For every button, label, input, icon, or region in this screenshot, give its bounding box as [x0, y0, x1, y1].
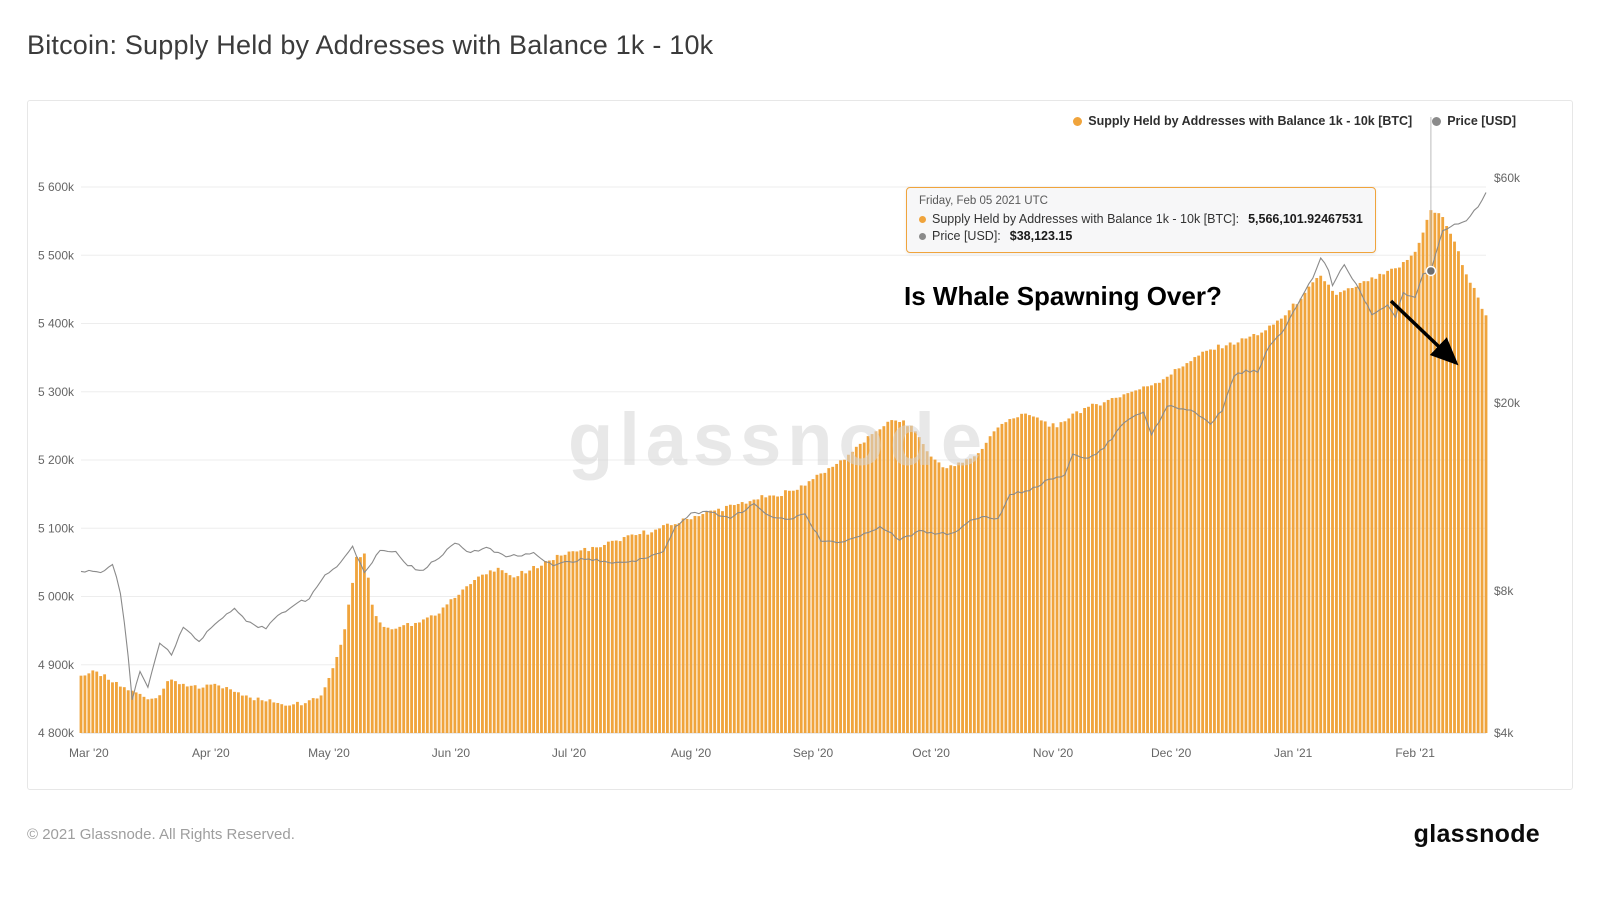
svg-text:Jul '20: Jul '20: [552, 746, 587, 760]
svg-text:$60k: $60k: [1494, 171, 1521, 185]
gridlines: [81, 186, 1486, 734]
svg-text:4 900k: 4 900k: [38, 658, 75, 672]
svg-text:May '20: May '20: [308, 746, 350, 760]
svg-text:Apr '20: Apr '20: [192, 746, 230, 760]
svg-text:5 000k: 5 000k: [38, 590, 75, 604]
svg-text:Sep '20: Sep '20: [793, 746, 834, 760]
tooltip-price-row: Price [USD]: $38,123.15: [919, 229, 1363, 243]
annotation-text: Is Whale Spawning Over?: [904, 281, 1222, 311]
svg-text:Jun '20: Jun '20: [432, 746, 471, 760]
tooltip-price-dot-icon: [919, 232, 926, 240]
annotation-arrow: [1389, 299, 1459, 366]
legend-supply-label: Supply Held by Addresses with Balance 1k…: [1088, 114, 1413, 128]
svg-text:5 400k: 5 400k: [38, 317, 75, 331]
tooltip-supply-value: 5,566,101.92467531: [1248, 212, 1363, 226]
chart-legend: Supply Held by Addresses with Balance 1k…: [1073, 114, 1516, 128]
svg-text:Aug '20: Aug '20: [671, 746, 712, 760]
chart-card: 4 800k 4 900k 5 000k 5 100k 5 200k 5 300k 5 40…: [27, 100, 1573, 790]
copyright: © 2021 Glassnode. All Rights Reserved.: [27, 826, 295, 843]
supply-legend-dot-icon: [1073, 116, 1083, 126]
tooltip-price-value: $38,123.15: [1009, 229, 1073, 243]
tooltip-supply-row: Supply Held by Addresses with Balance 1k…: [919, 212, 1363, 226]
footer: © 2021 Glassnode. All Rights Reserved. g…: [27, 820, 1540, 849]
svg-text:5 100k: 5 100k: [38, 521, 75, 535]
legend-price-label: Price [USD]: [1447, 114, 1516, 128]
svg-text:5 300k: 5 300k: [38, 385, 75, 399]
tooltip-supply-dot-icon: [919, 215, 926, 223]
legend-item-price[interactable]: Price [USD]: [1432, 114, 1516, 128]
svg-text:$20k: $20k: [1494, 396, 1521, 410]
chart-canvas[interactable]: 4 800k 4 900k 5 000k 5 100k 5 200k 5 300k 5 40…: [28, 101, 1572, 789]
glassnode-logo: glassnode: [1413, 820, 1540, 848]
legend-item-supply[interactable]: Supply Held by Addresses with Balance 1k…: [1073, 114, 1412, 128]
supply-bars: [79, 210, 1488, 734]
tooltip-price-label: Price [USD]:: [932, 229, 1001, 243]
axis-labels: 4 800k 4 900k 5 000k 5 100k 5 200k 5 300k 5 40…: [38, 171, 1521, 760]
hover-dot: [1425, 265, 1437, 277]
tooltip-supply-label: Supply Held by Addresses with Balance 1k…: [932, 212, 1240, 226]
price-line: [80, 192, 1487, 701]
svg-text:Feb '21: Feb '21: [1395, 746, 1435, 760]
chart-tooltip: Friday, Feb 05 2021 UTC Supply Held by A…: [906, 187, 1376, 253]
svg-text:Jan '21: Jan '21: [1274, 746, 1313, 760]
svg-text:$8k: $8k: [1494, 584, 1514, 598]
page-title: Bitcoin: Supply Held by Addresses with B…: [27, 30, 714, 60]
svg-text:4 800k: 4 800k: [38, 726, 75, 740]
svg-text:Dec '20: Dec '20: [1151, 746, 1192, 760]
svg-text:Mar '20: Mar '20: [69, 746, 109, 760]
svg-text:$4k: $4k: [1494, 726, 1514, 740]
svg-text:5 500k: 5 500k: [38, 248, 75, 262]
tooltip-date: Friday, Feb 05 2021 UTC: [919, 195, 1048, 207]
svg-text:5 200k: 5 200k: [38, 453, 75, 467]
svg-text:5 600k: 5 600k: [38, 180, 75, 194]
svg-text:Nov '20: Nov '20: [1033, 746, 1074, 760]
price-legend-dot-icon: [1432, 116, 1442, 126]
svg-text:Oct '20: Oct '20: [912, 746, 950, 760]
